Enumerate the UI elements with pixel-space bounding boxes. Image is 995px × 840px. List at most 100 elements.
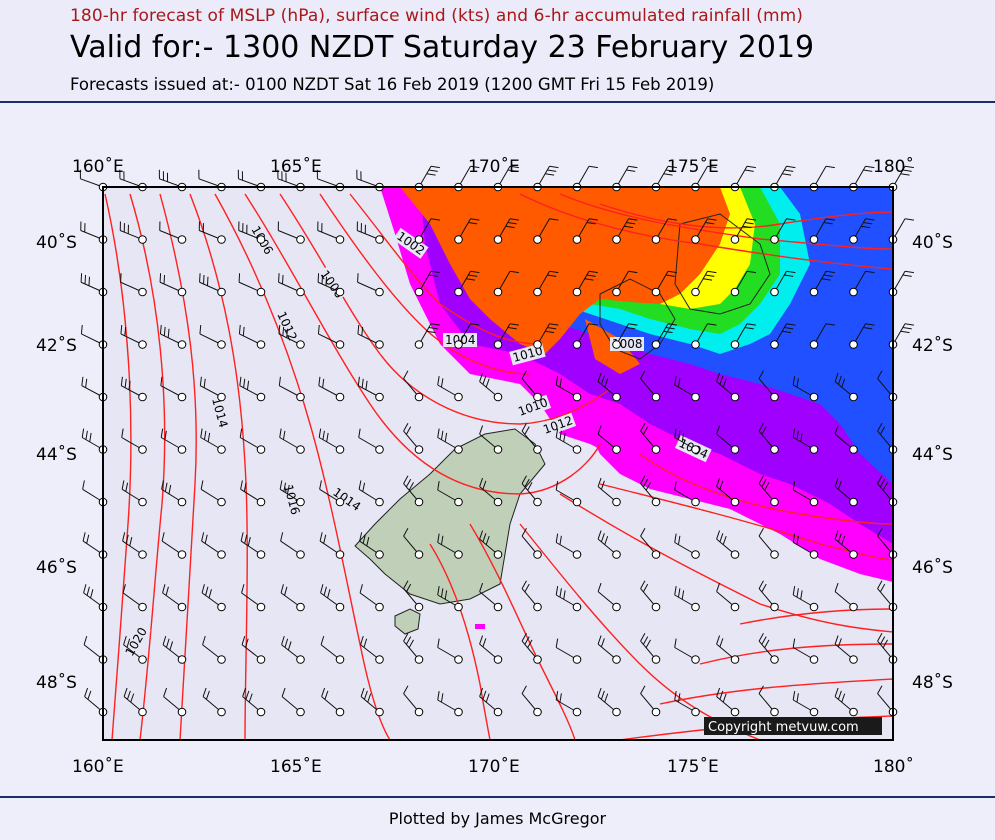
wind-barb	[317, 324, 345, 349]
longitude-labels-bottom: 160˚E 165˚E 170˚E 175˚E 180˚	[72, 756, 914, 777]
wind-barb	[674, 533, 700, 559]
wind-barb	[479, 477, 503, 507]
wind-barb	[122, 532, 147, 559]
wind-barb	[123, 687, 147, 717]
wind-barb	[730, 218, 756, 244]
wind-barb	[403, 370, 424, 402]
wind-barb	[281, 635, 305, 664]
wind-barb	[493, 323, 519, 349]
wind-barb	[521, 475, 542, 507]
wind-barb	[437, 638, 463, 664]
lon-label: 170˚E	[468, 156, 520, 177]
wind-barb	[199, 376, 226, 402]
wind-barb	[82, 480, 108, 507]
wind-barb	[317, 273, 345, 297]
wind-barb	[758, 528, 779, 559]
wind-barb	[716, 372, 740, 402]
lon-label: 160˚E	[72, 156, 124, 177]
wind-barb	[640, 528, 661, 559]
wind-barb	[770, 270, 796, 297]
wind-barb	[241, 584, 266, 612]
wind-barb	[834, 477, 858, 507]
wind-barb	[597, 530, 621, 559]
wind-barb	[280, 532, 305, 559]
wind-barb	[849, 218, 875, 244]
wind-barb	[770, 218, 796, 244]
wind-barb	[201, 584, 226, 612]
wind-barb	[555, 586, 582, 612]
wind-barb	[240, 532, 266, 559]
wind-barb	[834, 635, 858, 664]
wind-barb	[160, 376, 187, 402]
wind-barb	[792, 428, 819, 454]
wind-barb	[403, 423, 424, 454]
wind-barb	[612, 323, 638, 349]
wind-barb	[360, 687, 384, 717]
lat-label: 44˚S	[36, 444, 77, 465]
wind-barb	[120, 376, 147, 402]
wind-barb	[479, 687, 503, 717]
wind-barb	[238, 221, 266, 244]
lat-label: 44˚S	[912, 444, 953, 465]
copyright-text: Copyright metvuw.com	[708, 720, 859, 735]
wind-barb	[521, 423, 542, 454]
lon-label: 160˚E	[72, 756, 124, 777]
wind-barb	[651, 270, 677, 297]
wind-barb	[238, 273, 266, 297]
wind-barb	[161, 532, 187, 559]
wind-barb	[414, 270, 440, 297]
wind-barb	[123, 635, 147, 664]
wind-barb	[199, 273, 226, 297]
wind-barb	[612, 270, 638, 297]
wind-barb	[792, 481, 819, 507]
wind-barb	[809, 270, 835, 297]
wind-barb	[479, 530, 503, 559]
footer-divider	[0, 796, 995, 798]
wind-barb	[403, 633, 424, 664]
wind-barb	[834, 425, 858, 454]
wind-barb	[612, 218, 638, 244]
wind-barb	[280, 584, 305, 612]
lon-label: 170˚E	[468, 756, 520, 777]
wind-barb	[792, 691, 819, 717]
wind-barb	[357, 324, 384, 349]
lon-label: 165˚E	[270, 756, 322, 777]
wind-barb	[200, 480, 226, 507]
wind-barb	[597, 687, 621, 717]
wind-barb	[321, 687, 345, 717]
wind-barb	[202, 635, 226, 664]
wind-barb	[640, 370, 661, 402]
wind-barb	[758, 423, 779, 454]
lat-label: 40˚S	[912, 232, 953, 253]
wind-barb	[159, 221, 187, 244]
wind-barb	[357, 273, 384, 297]
footer: Plotted by James McGregor	[0, 800, 995, 840]
wind-barb	[159, 273, 187, 297]
wind-barb	[597, 582, 621, 612]
plot-credit: Plotted by James McGregor	[388, 809, 607, 828]
wind-barbs	[79, 165, 914, 717]
wind-barb	[651, 323, 677, 349]
wind-barb	[555, 638, 582, 664]
wind-barb	[792, 376, 819, 402]
wind-barb	[240, 480, 266, 507]
wind-barb	[403, 580, 424, 612]
wind-barb	[357, 376, 384, 402]
lon-label: 180˚	[873, 756, 914, 777]
wind-barb	[201, 532, 226, 559]
wind-barb	[521, 370, 542, 402]
lat-label: 46˚S	[912, 557, 953, 578]
wind-barb	[81, 428, 108, 454]
wind-barb	[493, 270, 519, 297]
wind-barb	[691, 323, 717, 349]
chart-header: 180-hr forecast of MSLP (hPa), surface w…	[0, 0, 995, 102]
wind-barb	[198, 221, 226, 244]
wind-barb	[758, 475, 779, 507]
header-divider	[0, 101, 995, 103]
wind-barb	[809, 218, 835, 244]
wind-barb	[454, 270, 480, 297]
wind-barb	[403, 528, 424, 559]
wind-barb	[479, 582, 503, 612]
lon-label: 175˚E	[667, 156, 719, 177]
wind-barb	[716, 582, 740, 612]
